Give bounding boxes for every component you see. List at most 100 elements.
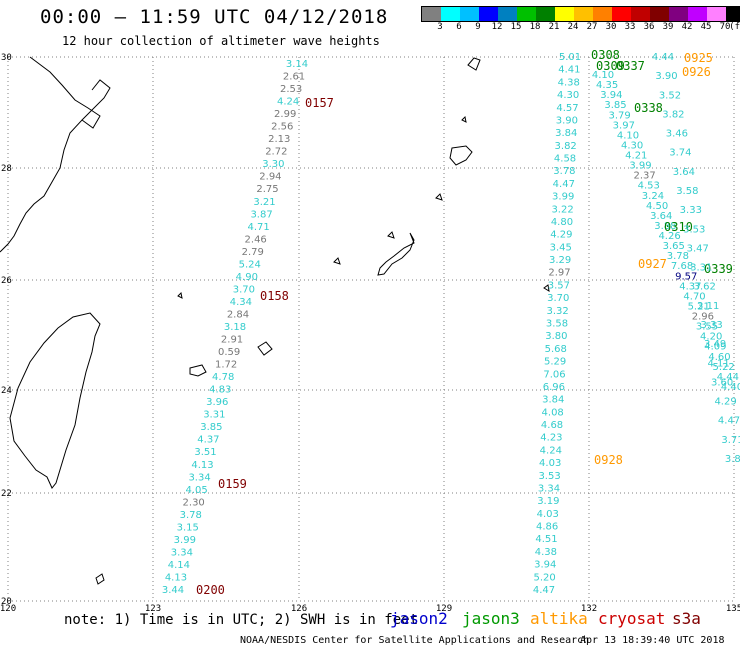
swh-value: 3.19 <box>537 496 559 507</box>
swh-value: 2.96 <box>692 312 714 323</box>
satellite-legend-entry: altika <box>530 609 588 628</box>
swh-value: 3.11 <box>697 301 719 312</box>
swh-value: 2.56 <box>271 122 293 133</box>
swh-value: 4.14 <box>168 560 190 571</box>
colorbar-swatch <box>441 7 460 21</box>
swh-value: 3.31 <box>203 410 225 421</box>
swh-value: 4.68 <box>541 420 563 431</box>
swh-value: 5.68 <box>545 344 567 355</box>
colorbar-label: 9 <box>475 22 481 32</box>
swh-value: 3.87 <box>250 209 272 220</box>
swh-value: 4.29 <box>550 230 572 241</box>
china-coast-inlet <box>81 79 111 121</box>
swh-value: 4.83 <box>209 385 231 396</box>
colorbar-label: 27 <box>586 22 598 32</box>
swh-value: 3.78 <box>667 251 689 262</box>
swh-value: 3.90 <box>556 115 578 126</box>
map-subtitle: 12 hour collection of altimeter wave hei… <box>62 34 380 48</box>
swh-value: 4.03 <box>537 509 559 520</box>
swh-value: 3.84 <box>542 395 564 406</box>
swh-value: 3.89 <box>725 454 740 465</box>
swh-value: 4.03 <box>539 458 561 469</box>
longitude-label: 126 <box>291 604 307 614</box>
swh-value: 5.01 <box>559 52 581 63</box>
pass-time-label: 0158 <box>260 289 289 303</box>
swh-value: 2.30 <box>183 497 205 508</box>
colorbar-swatch <box>498 7 517 21</box>
swh-value: 4.21 <box>625 151 647 162</box>
kyushu-coast <box>467 57 481 71</box>
swh-value: 4.30 <box>621 140 643 151</box>
swh-value: 3.58 <box>676 186 698 197</box>
swh-value: 2.72 <box>265 147 287 158</box>
swh-value: 3.34 <box>171 547 193 558</box>
colorbar-swatch <box>555 7 574 21</box>
swh-value: 3.70 <box>233 284 255 295</box>
colorbar-label: 39 <box>662 22 674 32</box>
swh-value: 3.99 <box>552 192 574 203</box>
satellite-legend-entry: cryosat <box>598 609 666 628</box>
map-title: 00:00 – 11:59 UTC 04/12/2018 <box>40 6 389 28</box>
pass-time-label: 0157 <box>305 96 334 110</box>
islet-4 <box>435 193 443 201</box>
swh-value: 2.37 <box>633 171 655 182</box>
swh-value: 2.79 <box>242 247 264 258</box>
swh-value: 3.64 <box>650 211 672 222</box>
swh-value: 5.24 <box>239 259 261 270</box>
colorbar-swatch <box>460 7 479 21</box>
swh-value: 4.35 <box>596 80 618 91</box>
swh-value: 3.34 <box>538 483 560 494</box>
swh-value: 2.53 <box>280 84 302 95</box>
swh-value: 3.99 <box>629 161 651 172</box>
swh-value: 3.21 <box>253 197 275 208</box>
swh-value: 3.78 <box>180 510 202 521</box>
islet-7 <box>177 291 183 299</box>
latitude-label: 24 <box>1 386 12 396</box>
swh-value: 4.40 <box>721 382 740 393</box>
latitude-label: 20 <box>1 597 12 607</box>
swh-value: 3.31 <box>690 263 712 274</box>
colorbar-swatch <box>631 7 650 21</box>
swh-value: 4.09 <box>704 342 726 353</box>
pass-time-label: 0309 <box>596 59 625 73</box>
colorbar-swatch <box>536 7 555 21</box>
swh-value: 4.53 <box>638 181 660 192</box>
swh-value: 3.45 <box>550 242 572 253</box>
colorbar-label: 15 <box>510 22 522 32</box>
swh-value: 2.84 <box>227 309 249 320</box>
swh-value: 4.20 <box>700 332 722 343</box>
pass-time-label: 0338 <box>634 101 663 115</box>
colorbar-label: 3 <box>437 22 443 32</box>
credit-line: NOAA/NESDIS Center for Satellite Applica… <box>240 635 590 646</box>
pass-time-label: 0159 <box>218 477 247 491</box>
swh-value: 6.96 <box>543 382 565 393</box>
colorbar-swatch <box>612 7 631 21</box>
swh-value: 3.90 <box>655 71 677 82</box>
pass-time-label: 0339 <box>704 262 733 276</box>
miyako-outline <box>257 341 273 356</box>
swh-value: 3.57 <box>548 280 570 291</box>
swh-value: 3.15 <box>177 522 199 533</box>
swh-value: 4.58 <box>554 154 576 165</box>
swh-value: 3.79 <box>609 110 631 121</box>
longitude-label: 135 <box>726 604 740 614</box>
swh-value: 3.85 <box>200 422 222 433</box>
swh-value: 3.84 <box>555 128 577 139</box>
swh-value: 3.32 <box>546 306 568 317</box>
swh-value: 3.30 <box>262 159 284 170</box>
swh-value: 3.62 <box>694 282 716 293</box>
swh-value: 4.24 <box>540 445 562 456</box>
swh-value: 3.60 <box>711 377 733 388</box>
swh-value: 4.44 <box>652 52 674 63</box>
swh-value: 3.33 <box>680 205 702 216</box>
swh-value: 4.86 <box>536 522 558 533</box>
islet-5 <box>543 284 550 292</box>
swh-value: 2.75 <box>256 184 278 195</box>
swh-value: 3.97 <box>613 120 635 131</box>
amami-outline <box>449 145 473 166</box>
colorbar-label: 70 <box>719 22 731 32</box>
swh-value: 4.57 <box>556 103 578 114</box>
swh-value: 4.05 <box>185 485 207 496</box>
swh-value: 3.70 <box>547 293 569 304</box>
